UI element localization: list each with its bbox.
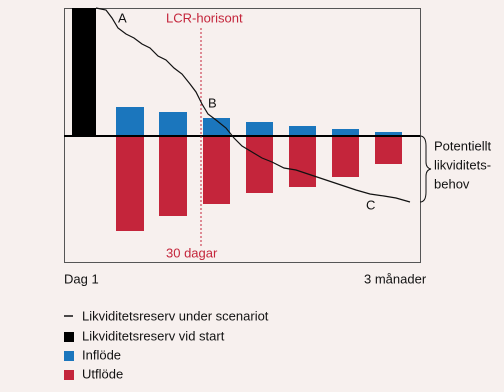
legend-text: Likviditetsreserv under scenariot [82, 308, 269, 323]
label-c: C [366, 197, 375, 212]
inflow-bar [203, 118, 230, 136]
brace-text: likviditets- [434, 157, 491, 172]
outflow-bar [203, 136, 230, 204]
outflow-bar [332, 136, 359, 177]
inflow-bar [246, 122, 273, 136]
inflow-bars [116, 107, 402, 136]
outflow-bar [289, 136, 316, 187]
start-reserve-bar [72, 8, 96, 136]
outflow-bar [159, 136, 187, 216]
end-label: 3 månader [364, 271, 427, 286]
outflow-bar [246, 136, 273, 193]
label-b: B [208, 95, 217, 110]
lcr-label: LCR-horisont [166, 10, 243, 25]
legend-text: Utflöde [82, 366, 123, 381]
legend-swatch [64, 332, 74, 342]
brace-text: Potentiellt [434, 138, 491, 153]
legend-swatch [64, 351, 74, 361]
legend-swatch [64, 370, 74, 380]
legend-text: Inflöde [82, 347, 121, 362]
inflow-bar [332, 129, 359, 136]
start-label: Dag 1 [64, 271, 99, 286]
brace-text: behov [434, 176, 470, 191]
legend-text: Likviditetsreserv vid start [82, 328, 225, 343]
inflow-bar [375, 132, 402, 136]
outflow-bar [116, 136, 144, 231]
label-a: A [118, 10, 127, 25]
inflow-bar [116, 107, 144, 136]
days-label: 30 dagar [166, 245, 218, 260]
brace [419, 135, 432, 203]
reserve-curve [95, 7, 411, 203]
outflow-bars [116, 136, 402, 231]
inflow-bar [159, 112, 187, 136]
inflow-bar [289, 126, 316, 136]
outflow-bar [375, 136, 402, 164]
